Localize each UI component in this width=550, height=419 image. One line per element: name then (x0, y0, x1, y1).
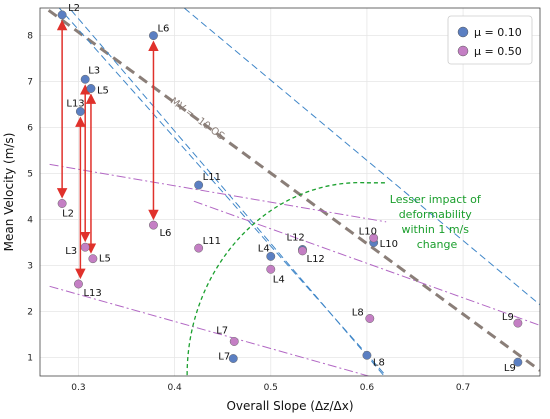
point-mu010-l2 (57, 10, 67, 20)
point-mu050-l11 (194, 243, 204, 253)
blue-guide-line (183, 8, 540, 306)
y-tick-label: 3 (27, 262, 33, 272)
point-label: L10 (380, 239, 398, 250)
point-label: L11 (203, 172, 221, 183)
point-label: L9 (502, 312, 514, 323)
point-label: L7 (216, 326, 228, 337)
point-mu050-l8 (365, 314, 375, 323)
point-mu050-l3 (80, 242, 90, 252)
point-label: L3 (88, 65, 100, 76)
point-label: L12 (287, 233, 305, 244)
point-mu010-l8 (362, 350, 372, 360)
x-tick-label: 0.5 (264, 383, 278, 393)
x-tick-label: 0.4 (167, 383, 182, 393)
plot-frame (39, 7, 541, 377)
point-label: L13 (66, 99, 84, 110)
point-label: L10 (359, 227, 377, 238)
point-mu010-l5 (86, 84, 96, 93)
y-tick-label: 1 (27, 354, 33, 364)
y-tick-label: 4 (27, 216, 33, 226)
point-mu050-l9 (513, 318, 523, 328)
y-tick-label: 8 (27, 32, 33, 42)
point-mu010-l11 (194, 180, 204, 190)
point-mu050-l4 (266, 264, 276, 274)
point-mu010-l13 (75, 107, 85, 116)
ticks: 0.3 0.4 0.5 0.6 0.7 1 2 3 4 5 6 7 8 (27, 32, 470, 393)
x-tick-label: 0.3 (71, 383, 85, 393)
grid (40, 8, 540, 376)
plot-background (40, 8, 540, 376)
point-mu010-l3 (80, 74, 90, 84)
green-threshold-curve (186, 182, 367, 376)
point-mu050-l5 (88, 254, 98, 264)
mv-line (47, 9, 540, 372)
point-label: L4 (258, 243, 270, 254)
point-mu010-l9 (513, 357, 523, 367)
legend: μ = 0.10 μ = 0.50 (447, 15, 533, 65)
y-tick-label: 5 (27, 170, 33, 180)
point-label: L13 (83, 288, 101, 299)
x-tick-label: 0.6 (360, 383, 375, 393)
guide-lines (47, 8, 540, 376)
point-label: L2 (62, 209, 74, 220)
point-mu010-l6 (149, 31, 158, 41)
y-tick-label: 7 (27, 78, 33, 88)
legend-box (447, 15, 533, 65)
y-tick-label: 6 (27, 124, 33, 134)
y-tick-label: 2 (27, 308, 33, 318)
point-label: L5 (97, 86, 109, 97)
points (57, 10, 523, 367)
point-label: L3 (65, 246, 77, 257)
region-annotation-line-3: within 1 m/s (401, 223, 469, 236)
point-mu050-l2 (57, 199, 67, 208)
point-label: L8 (373, 357, 385, 368)
point-label: L9 (504, 363, 516, 374)
point-label: L6 (159, 228, 171, 239)
legend-label-mu-010: μ = 0.10 (474, 26, 522, 39)
point-mu050-l12 (298, 246, 307, 256)
x-tick-label: 0.7 (456, 383, 470, 393)
x-axis-title: Overall Slope (Δz/Δx) (226, 399, 353, 413)
blue-guide-line (58, 8, 387, 376)
point-mu050-l6 (149, 220, 158, 230)
region-annotation-line-2: deformability (399, 208, 473, 221)
legend-label-mu-050: μ = 0.50 (474, 45, 522, 58)
region-annotation-line-1: Lesser impact of (390, 193, 482, 206)
y-axis-title: Mean Velocity (m/s) (2, 133, 16, 252)
purple-guide-line (49, 285, 371, 376)
point-mu010-l4 (266, 251, 276, 261)
region-annotation-line-4: change (417, 238, 458, 251)
point-mu050-l10 (369, 233, 379, 243)
legend-marker-mu-050 (457, 45, 469, 57)
point-label: L8 (352, 308, 364, 319)
point-label: L11 (203, 236, 221, 247)
point-mu050-l13 (74, 279, 83, 289)
point-label: L12 (307, 254, 325, 265)
purple-guide-line (193, 200, 540, 326)
legend-marker-mu-010 (457, 26, 469, 38)
point-label: L4 (273, 274, 285, 285)
point-label: L5 (99, 254, 111, 265)
region-annotation: Lesser impact of deformability within 1 … (390, 193, 484, 251)
arrows (56, 19, 159, 280)
point-label: L7 (218, 352, 230, 363)
point-label: L6 (157, 24, 169, 35)
point-mu010-l7 (228, 354, 238, 363)
point-mu050-l7 (229, 337, 239, 346)
purple-guide-line (49, 163, 387, 223)
